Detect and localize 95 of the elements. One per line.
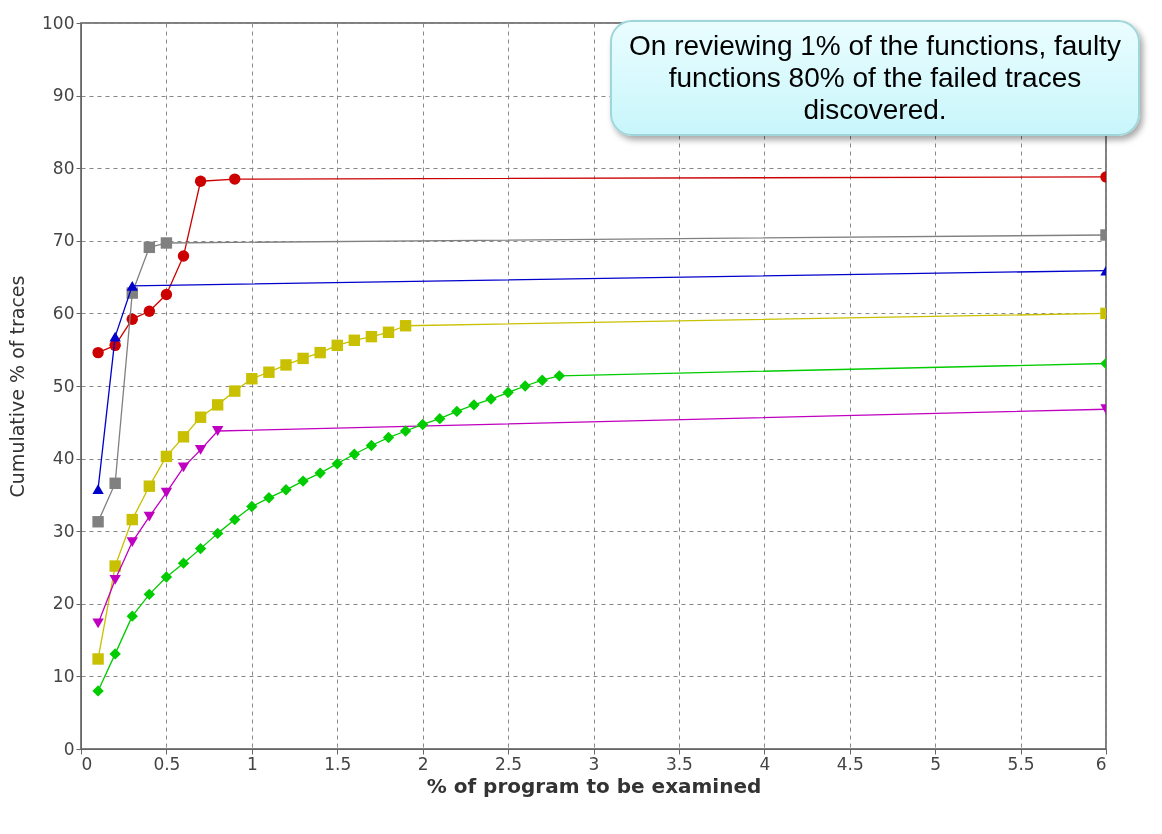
point [194, 175, 207, 187]
point [246, 500, 258, 513]
point [160, 487, 173, 498]
point [109, 574, 121, 585]
point [194, 542, 207, 555]
point [280, 484, 292, 496]
point [92, 653, 104, 665]
point [109, 560, 121, 572]
point [382, 431, 395, 444]
point [177, 431, 190, 443]
point [331, 339, 343, 352]
point [399, 425, 412, 437]
point [399, 320, 412, 332]
y-tick-label: 10 [52, 665, 75, 686]
point [451, 405, 463, 418]
point [143, 511, 156, 522]
point [485, 393, 497, 405]
point [211, 527, 224, 540]
x-axis-title: % of program to be examined [426, 773, 762, 798]
point [109, 477, 121, 489]
point [109, 331, 121, 342]
x-tick-label: 2 [417, 753, 429, 774]
point [229, 513, 241, 526]
point [331, 457, 343, 470]
point [280, 359, 292, 371]
point [143, 241, 156, 254]
point [143, 305, 156, 317]
x-tick-label: 5 [930, 753, 942, 774]
point [211, 426, 224, 436]
point [553, 370, 566, 382]
y-tick-label: 0 [63, 738, 75, 759]
x-tick-label: 4.5 [836, 753, 864, 774]
point [177, 557, 190, 569]
y-tick-label: 70 [52, 230, 75, 251]
point [229, 385, 241, 397]
point [160, 450, 173, 463]
point [348, 334, 361, 346]
point [92, 516, 104, 528]
point [211, 399, 224, 411]
x-tick-label: 1 [246, 753, 258, 774]
y-tick-label: 60 [52, 302, 75, 323]
point [126, 280, 138, 291]
point [314, 346, 326, 359]
x-tick-label: 0.5 [153, 753, 181, 774]
point [109, 648, 121, 660]
x-tick-label: 3 [588, 753, 600, 774]
point [365, 439, 378, 452]
point [160, 288, 173, 301]
point [160, 237, 173, 249]
x-tick-label: 5.5 [1007, 753, 1035, 774]
x-tick-label: 3.5 [665, 753, 693, 774]
point [365, 330, 378, 343]
point [194, 444, 207, 455]
point [246, 373, 258, 385]
point [126, 610, 138, 622]
point [434, 412, 446, 425]
point [177, 462, 190, 473]
callout-box: On reviewing 1% of the functions, faulty functions 80% of the failed traces discovered. [610, 20, 1140, 136]
y-axis-title: Cumulative % of traces [6, 275, 29, 498]
x-tick-label: 2.5 [495, 753, 523, 774]
y-tick-label: 40 [52, 448, 75, 469]
point [297, 352, 309, 365]
point [502, 386, 514, 399]
x-tick-label: 4 [759, 753, 771, 774]
point [263, 366, 275, 378]
y-tick-label: 100 [42, 12, 75, 33]
point [143, 588, 156, 601]
point [314, 467, 326, 479]
point [126, 513, 138, 526]
point [382, 326, 395, 338]
y-tick-label: 50 [52, 375, 75, 396]
point [194, 411, 207, 423]
y-tick-label: 80 [52, 157, 75, 178]
point [92, 618, 104, 629]
point [519, 380, 531, 392]
y-tick-label: 20 [52, 593, 75, 614]
y-tick-label: 30 [52, 520, 75, 541]
point [160, 571, 173, 583]
point [92, 685, 104, 697]
point [92, 484, 104, 495]
point [143, 480, 156, 492]
point [416, 418, 429, 431]
point [126, 537, 138, 548]
point [263, 492, 275, 504]
point [468, 399, 480, 411]
point [536, 374, 548, 386]
point [92, 346, 104, 359]
point [229, 173, 241, 185]
point [297, 475, 309, 487]
x-tick-label: 6 [1095, 753, 1107, 774]
y-tick-label: 90 [52, 85, 75, 106]
x-tick-label: 1.5 [324, 753, 352, 774]
point [177, 250, 190, 262]
point [348, 448, 361, 460]
x-tick-label: 0 [81, 753, 93, 774]
